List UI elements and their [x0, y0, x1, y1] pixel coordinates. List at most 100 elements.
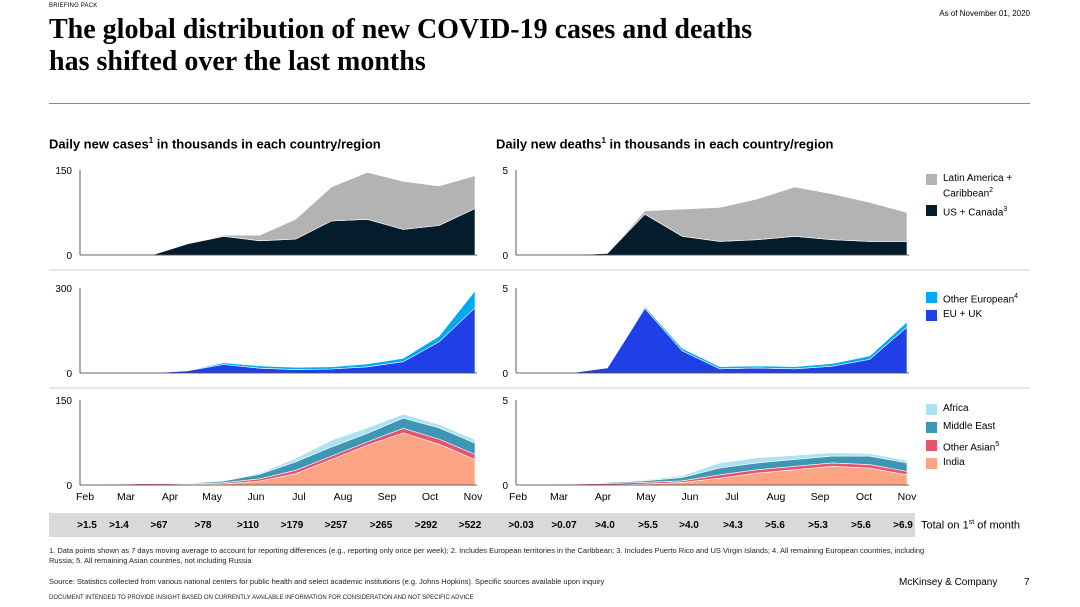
month-label-deaths-oct: Oct: [856, 491, 872, 503]
deaths-total-aug: >5.6: [765, 520, 785, 531]
deaths-total-jul: >4.3: [723, 520, 743, 531]
totals-label-rest: of month: [974, 519, 1021, 532]
y-tick-max-cases-europe: 300: [55, 284, 72, 295]
y-tick-min-deaths-asia-africa: 0: [502, 481, 508, 492]
legend-swatch-other-european: [926, 292, 937, 303]
month-label-deaths-may: May: [636, 491, 657, 503]
legend-swatch-us-canada: [926, 205, 937, 216]
month-label-deaths-jul: Jul: [725, 491, 738, 503]
page-number: 7: [1024, 577, 1030, 588]
deaths-total-mar: >0.07: [551, 520, 577, 531]
legend-label-other-european: Other European: [943, 294, 1015, 306]
cases-total-apr: >67: [150, 520, 168, 531]
legend-label-india: India: [943, 457, 965, 468]
y-tick-max-cases-asia-africa: 150: [55, 396, 72, 407]
month-label-deaths-feb: Feb: [509, 491, 527, 503]
legend-label-middle-east: Middle East: [943, 421, 996, 432]
month-label-deaths-apr: Apr: [595, 491, 612, 503]
cases-panel-title: Daily new cases1 in thousands in each co…: [49, 136, 381, 151]
area-deaths-asia-africa-africa: [517, 452, 908, 486]
legend-swatch-middle-east: [926, 422, 937, 433]
legend-swatch-other-asian: [926, 440, 937, 451]
month-label-cases-mar: Mar: [117, 491, 136, 503]
cases-total-aug: >257: [324, 520, 348, 531]
monthly-totals-bar: [49, 513, 915, 537]
totals-label: Total on 1st of month: [921, 519, 1020, 532]
legend-swatch-africa: [926, 404, 937, 415]
month-label-cases-may: May: [202, 491, 223, 503]
legend-sup-other-european: 4: [1014, 293, 1019, 300]
month-label-cases-oct: Oct: [422, 491, 438, 503]
cases-total-mar: >1.4: [109, 520, 129, 531]
legend-label-us-canada: US + Canada: [943, 207, 1004, 219]
deaths-title-text: Daily new deaths: [496, 136, 602, 152]
legend-swatch-eu-uk: [926, 310, 937, 321]
month-label-cases-feb: Feb: [76, 491, 94, 503]
month-label-deaths-aug: Aug: [767, 491, 786, 503]
area-deaths-americas-latin-america-caribbean: [518, 186, 908, 256]
month-label-deaths-nov: Nov: [898, 491, 917, 503]
y-tick-min-cases-americas: 0: [66, 251, 72, 262]
deaths-total-oct: >5.6: [851, 520, 871, 531]
y-tick-max-cases-americas: 150: [55, 166, 72, 177]
disclaimer: DOCUMENT INTENDED TO PROVIDE INSIGHT BAS…: [49, 595, 474, 601]
deaths-title-rest: in thousands in each country/region: [605, 136, 834, 152]
cases-total-jul: >179: [280, 520, 304, 531]
month-label-cases-jun: Jun: [248, 491, 265, 503]
totals-label-sup: st: [968, 519, 975, 526]
month-label-cases-nov: Nov: [464, 491, 483, 503]
title-line-1: The global distribution of new COVID-19 …: [49, 14, 753, 45]
briefing-pack-label: BRIEFING PACK: [49, 3, 98, 9]
legend-swatch-latin-america: [926, 174, 937, 185]
month-label-cases-jul: Jul: [292, 491, 305, 503]
month-label-deaths-mar: Mar: [550, 491, 569, 503]
footnotes: 1. Data points shown as 7 days moving av…: [49, 546, 925, 565]
deaths-total-jun: >4.0: [679, 520, 699, 531]
month-label-deaths-jun: Jun: [682, 491, 699, 503]
deaths-total-feb: >0.03: [508, 520, 534, 531]
y-tick-min-deaths-europe: 0: [502, 369, 508, 380]
title-divider: [49, 103, 1030, 104]
totals-label-text: Total on 1: [921, 519, 969, 532]
legend-label-africa: Africa: [943, 403, 969, 414]
cases-title-rest: in thousands in each country/region: [153, 136, 381, 152]
y-tick-min-cases-europe: 0: [66, 369, 72, 380]
legend-label-eu-uk: EU + UK: [943, 309, 983, 320]
cases-total-jun: >110: [237, 520, 259, 531]
legend-swatch-india: [926, 458, 937, 469]
cases-total-may: >78: [194, 520, 212, 531]
month-label-deaths-sep: Sep: [811, 491, 830, 503]
deaths-total-may: >5.5: [638, 520, 658, 531]
cases-title-footnote: 1: [148, 136, 154, 145]
area-cases-asia-africa-africa: [81, 413, 476, 486]
cases-total-oct: >292: [414, 520, 438, 531]
area-cases-europe-other-european: [82, 289, 476, 374]
month-label-cases-sep: Sep: [378, 491, 397, 503]
legend-sup-other-asian: 5: [995, 441, 1000, 448]
y-tick-max-deaths-americas: 5: [502, 166, 508, 177]
cases-total-nov: >522: [458, 520, 482, 531]
page-title: The global distribution of new COVID-19 …: [49, 14, 949, 78]
deaths-panel-title: Daily new deaths1 in thousands in each c…: [496, 136, 833, 151]
deaths-title-footnote: 1: [601, 136, 606, 145]
area-cases-americas-latin-america-caribbean: [82, 171, 476, 256]
area-deaths-europe-other-european: [518, 306, 908, 374]
y-tick-max-deaths-europe: 5: [502, 284, 508, 295]
y-tick-max-deaths-asia-africa: 5: [502, 396, 508, 407]
month-label-cases-aug: Aug: [334, 491, 353, 503]
cases-title-text: Daily new cases: [49, 136, 149, 152]
cases-total-sep: >265: [369, 520, 393, 531]
legend-sup-us-canada: 3: [1003, 206, 1008, 213]
legend-label-other-asian: Other Asian: [943, 442, 996, 454]
y-tick-min-deaths-americas: 0: [502, 251, 508, 262]
source-note: Source: Statistics collected from variou…: [49, 577, 605, 586]
y-tick-min-cases-asia-africa: 0: [66, 481, 72, 492]
month-label-cases-apr: Apr: [162, 491, 179, 503]
as-of-date: As of November 01, 2020: [939, 9, 1030, 18]
area-cases-europe-eu-uk: [82, 307, 476, 374]
brand-name: McKinsey & Company: [899, 577, 998, 588]
deaths-total-apr: >4.0: [595, 520, 615, 531]
deaths-total-sep: >5.3: [808, 520, 828, 531]
title-line-2: has shifted over the last months: [49, 46, 426, 77]
